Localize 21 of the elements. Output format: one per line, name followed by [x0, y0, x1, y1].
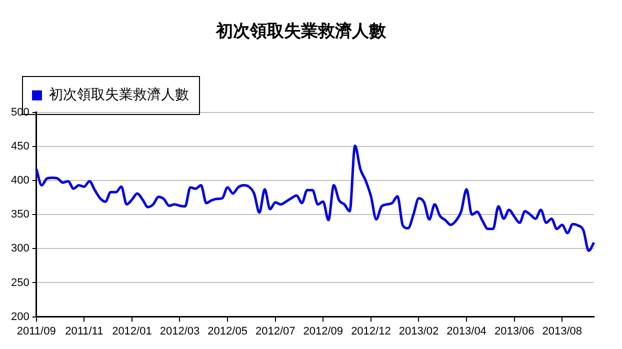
- y-tick-label: 250: [10, 276, 30, 289]
- x-tick-label: 2012/12: [351, 325, 391, 338]
- x-tick-label: 2012/03: [160, 325, 200, 338]
- line-series: [35, 144, 596, 252]
- x-tick-label: 2013/04: [446, 325, 486, 338]
- x-tick-label: 2013/06: [494, 325, 534, 338]
- y-tick-label: 200: [10, 310, 30, 323]
- x-tick-label: 2011/09: [16, 325, 56, 338]
- x-tick-label: 2013/08: [542, 325, 582, 338]
- x-tick-label: 2012/09: [303, 325, 344, 338]
- y-tick-label: 400: [10, 174, 30, 187]
- chart-title: 初次領取失業救濟人數: [215, 22, 387, 42]
- x-tick-label: 2012/07: [255, 325, 296, 338]
- y-tick-label: 350: [10, 208, 30, 221]
- x-tick-label: 2011/11: [65, 325, 104, 338]
- legend-label: 初次領取失業救濟人數: [49, 87, 189, 104]
- x-tick-label: 2012/05: [208, 325, 248, 338]
- x-tick-label: 2012/01: [112, 325, 152, 338]
- y-tick-label: 450: [10, 140, 30, 152]
- x-tick-label: 2013/02: [398, 325, 439, 338]
- y-tick-label: 300: [10, 242, 30, 255]
